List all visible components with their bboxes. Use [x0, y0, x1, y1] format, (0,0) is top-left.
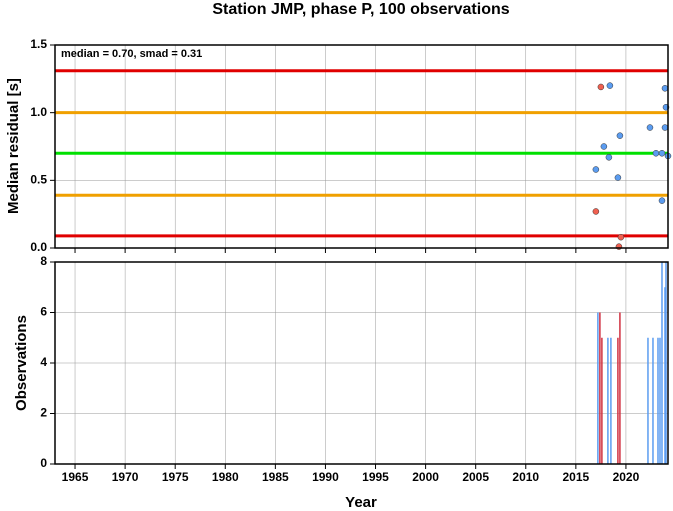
x-tick-label: 2015	[562, 470, 589, 484]
x-tick-label: 1980	[212, 470, 239, 484]
plot-frame	[54, 261, 669, 465]
y-axis-label: Median residual [s]	[5, 78, 22, 214]
x-tick-label: 2010	[512, 470, 539, 484]
point	[646, 124, 654, 131]
x-axis-label: Year	[345, 494, 377, 511]
y-tick-label: 4	[40, 355, 47, 369]
point	[658, 197, 666, 204]
point	[661, 124, 669, 131]
x-tick-label: 1985	[262, 470, 289, 484]
y-tick-label: 1.5	[30, 37, 47, 51]
point	[616, 132, 624, 139]
x-tick-label: 1990	[312, 470, 339, 484]
x-tick-label: 1975	[162, 470, 189, 484]
x-tick-label: 2020	[613, 470, 640, 484]
point	[617, 233, 625, 241]
x-tick-label: 2000	[412, 470, 439, 484]
plot-frame	[54, 44, 669, 249]
y-tick-label: 8	[40, 254, 47, 268]
point	[605, 154, 613, 161]
x-tick-label: 1995	[362, 470, 389, 484]
y-tick-label: 6	[40, 305, 47, 319]
chart-title: Station JMP, phase P, 100 observations	[212, 1, 509, 18]
y-tick-label: 0	[40, 456, 47, 470]
x-tick-label: 1965	[62, 470, 89, 484]
annotation: median = 0.70, smad = 0.31	[61, 48, 202, 60]
point	[606, 82, 614, 89]
point	[592, 166, 600, 173]
x-tick-label: 1970	[112, 470, 139, 484]
point	[597, 83, 605, 91]
point	[600, 143, 608, 150]
point	[614, 174, 622, 181]
point	[661, 85, 669, 92]
point	[592, 208, 600, 215]
point	[652, 150, 660, 157]
y-tick-label: 1.0	[30, 105, 47, 119]
y-tick-label: 0.5	[30, 173, 47, 187]
y-axis-label: Observations	[13, 315, 30, 411]
x-tick-label: 2005	[462, 470, 489, 484]
point	[658, 150, 666, 157]
y-tick-label: 2	[40, 406, 47, 420]
y-tick-label: 0.0	[30, 240, 47, 254]
